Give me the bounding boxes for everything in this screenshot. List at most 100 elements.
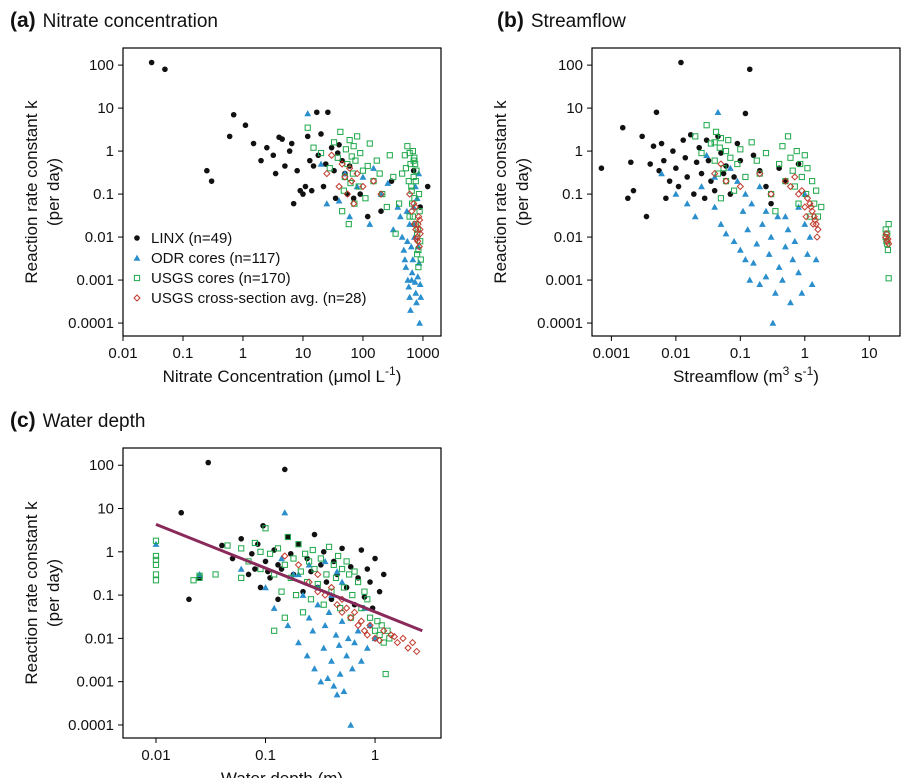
data-point-odr [771, 289, 779, 296]
data-point-odr [325, 608, 333, 616]
data-point-usgs_core [304, 124, 311, 131]
data-point-odr [262, 584, 269, 591]
data-point-usgs_core [772, 208, 779, 215]
data-point-linx [731, 174, 737, 180]
data-point-usgs_core [791, 183, 798, 190]
data-point-usgs_xs [808, 207, 816, 215]
data-point-usgs_core [776, 160, 783, 168]
data-point-odr [775, 263, 783, 270]
panel-letter: (c) [10, 409, 36, 432]
data-point-usgs_core [742, 173, 749, 181]
data-point-usgs_core [251, 539, 258, 547]
data-point-linx [294, 167, 300, 174]
data-point-odr [336, 670, 344, 677]
data-point-usgs_core [302, 550, 309, 557]
data-point-usgs_xs [882, 229, 891, 238]
data-point-linx [313, 109, 320, 116]
data-point-linx [208, 178, 215, 184]
data-point-linx [279, 136, 285, 142]
data-point-odr [321, 621, 329, 629]
legend-label-linx: LINX (n=49) [151, 230, 232, 247]
data-point-usgs_core [404, 143, 411, 150]
panel-name: Water depth [43, 411, 146, 432]
data-point-usgs_core [395, 200, 403, 207]
data-point-odr [353, 183, 361, 190]
data-point-odr [742, 256, 749, 263]
data-point-linx [270, 152, 277, 159]
data-point-usgs_core [813, 187, 820, 194]
data-point-usgs_xs [350, 608, 359, 617]
data-point-odr [798, 289, 806, 296]
data-point-usgs_xs [416, 229, 424, 238]
data-point-linx [302, 183, 309, 190]
x-tick-label: 0.1 [730, 345, 751, 362]
data-point-odr [317, 678, 325, 685]
data-point-usgs_xs [812, 220, 820, 228]
data-point-odr [284, 621, 292, 629]
y-tick-label: 0.0001 [68, 717, 114, 734]
data-point-odr [348, 665, 356, 672]
data-point-usgs_core [346, 137, 353, 144]
data-point-usgs_core [698, 149, 705, 157]
data-point-usgs_core [366, 614, 374, 621]
data-point-usgs_core [354, 133, 361, 140]
data-point-usgs_xs [405, 190, 414, 198]
data-point-usgs_core [787, 154, 794, 161]
data-point-odr [726, 164, 734, 171]
data-point-odr [762, 207, 770, 214]
x-axis-label-sup: 3 [783, 364, 790, 378]
legend-marker-linx [134, 235, 140, 241]
data-point-odr [333, 568, 341, 575]
data-point-usgs_core [717, 135, 725, 142]
data-point-linx [424, 183, 431, 190]
data-point-usgs_xs [333, 600, 341, 609]
data-point-linx [282, 466, 288, 473]
data-point-linx [705, 157, 712, 164]
data-point-odr [412, 289, 420, 296]
data-point-linx [698, 170, 705, 177]
data-point-odr [299, 591, 307, 598]
data-point-usgs_core [409, 213, 416, 220]
data-point-usgs_core [410, 157, 417, 164]
data-point-odr [711, 203, 719, 210]
data-point-usgs_core [345, 221, 352, 228]
data-point-usgs_core [340, 584, 348, 591]
data-point-odr [411, 278, 419, 285]
data-point-usgs_xs [353, 169, 361, 178]
data-point-odr [742, 190, 749, 197]
data-point-usgs_core [885, 275, 892, 282]
data-point-usgs_core [295, 541, 302, 548]
data-point-usgs_xs [399, 634, 407, 643]
data-point-linx [186, 596, 192, 603]
data-point-usgs_xs [393, 638, 402, 647]
data-point-usgs_core [152, 571, 160, 578]
data-point-usgs_xs [338, 608, 346, 617]
data-point-usgs_xs [349, 199, 358, 208]
data-point-odr [311, 665, 318, 672]
data-point-linx [328, 144, 335, 151]
data-point-linx [680, 137, 687, 143]
data-point-usgs_xs [390, 632, 399, 641]
data-point-usgs_xs [338, 160, 346, 168]
data-point-linx [230, 111, 237, 118]
data-point-odr [672, 190, 680, 197]
data-point-usgs_xs [404, 644, 412, 652]
x-axis-label-tail: ) [396, 367, 402, 386]
data-point-odr [278, 555, 285, 562]
data-point-usgs_xs [327, 151, 336, 159]
data-point-usgs_core [361, 588, 368, 595]
data-point-odr [237, 565, 245, 572]
series-usgs_xs [710, 160, 893, 248]
data-point-odr [691, 213, 699, 220]
data-point-usgs_core [364, 162, 371, 170]
data-point-usgs_core [306, 558, 313, 565]
panel-letter: (b) [497, 9, 524, 32]
data-point-odr [416, 280, 424, 287]
data-point-odr [762, 273, 770, 280]
data-point-odr [812, 256, 820, 263]
data-point-odr [323, 200, 331, 207]
y-axis-label-line2: (per day) [513, 158, 532, 226]
data-point-odr [736, 246, 744, 253]
y-tick-label: 0.01 [85, 630, 114, 647]
data-point-usgs_core [152, 556, 160, 564]
